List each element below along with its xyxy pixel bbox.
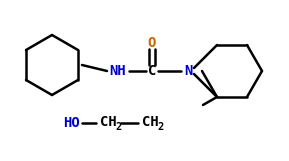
Text: O: O [148,36,156,50]
Text: C: C [148,64,156,78]
Text: N: N [184,64,192,78]
Text: HO: HO [64,116,80,130]
Text: CH: CH [142,115,158,129]
Text: 2: 2 [158,122,164,132]
Text: 2: 2 [116,122,122,132]
Text: CH: CH [100,115,116,129]
Text: NH: NH [110,64,126,78]
